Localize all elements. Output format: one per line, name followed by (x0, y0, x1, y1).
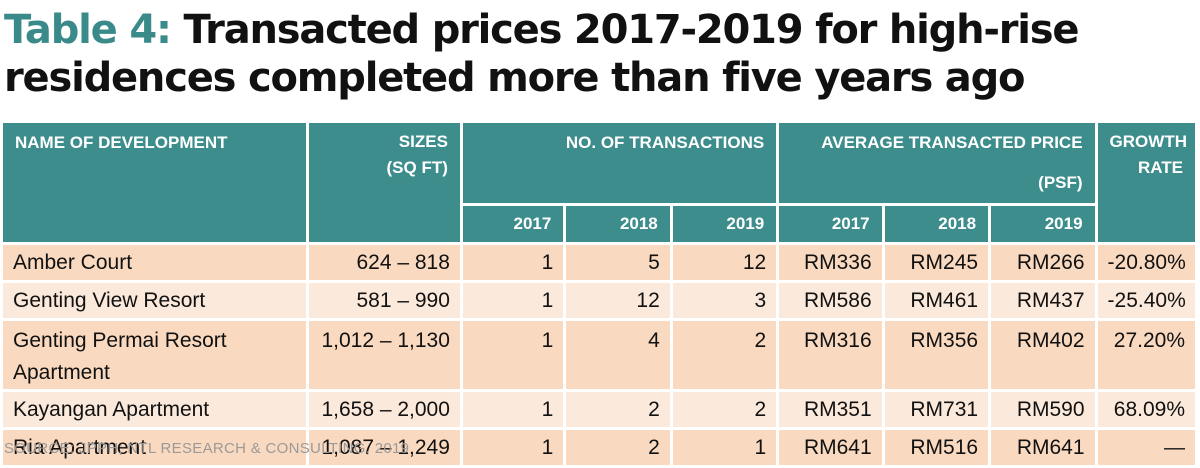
header-transactions-2017: 2017 (462, 206, 564, 242)
transactions-2019-cell: 1 (672, 430, 777, 465)
transactions-2017-cell: 1 (462, 430, 564, 465)
price-2019-cell: RM402 (991, 321, 1095, 389)
header-avg-price: AVERAGE TRANSACTED PRICE (PSF) (779, 123, 1095, 203)
development-name: Genting View Resort (3, 283, 307, 318)
price-2017-cell: RM641 (779, 430, 882, 465)
price-2019-cell: RM590 (991, 392, 1095, 427)
development-name: Amber Court (3, 245, 307, 280)
header-growth-line1: GROWTH (1109, 132, 1187, 151)
development-name: Ria Apartment (3, 430, 307, 465)
table-row: Amber Court 624 – 818 1 5 12 RM336 RM245… (3, 245, 1195, 280)
price-2017-cell: RM586 (779, 283, 882, 318)
transactions-2017-cell: 1 (462, 245, 564, 280)
header-growth-line2: RATE (1137, 158, 1183, 177)
header-price-2017: 2017 (779, 206, 882, 242)
source-note: SOURCE: JPPH; NTL RESEARCH & CONSULTING,… (4, 440, 410, 457)
header-transactions-2018: 2018 (566, 206, 670, 242)
title-line-1: Transacted prices 2017-2019 for high-ris… (183, 7, 1079, 53)
transactions-2017-cell: 1 (462, 392, 564, 427)
price-2018-cell: RM245 (884, 245, 989, 280)
growth-cell: -25.40% (1097, 283, 1195, 318)
transactions-2019-cell: 2 (672, 392, 777, 427)
transactions-2019-cell: 12 (672, 245, 777, 280)
transactions-2019-cell: 3 (672, 283, 777, 318)
price-2017-cell: RM351 (779, 392, 882, 427)
price-2019-cell: RM266 (991, 245, 1095, 280)
growth-cell: 68.09% (1097, 392, 1195, 427)
sizes-cell: 581 – 990 (309, 283, 460, 318)
price-2019-cell: RM437 (991, 283, 1095, 318)
header-sizes-line2: (SQ FT) (386, 158, 448, 177)
sizes-cell: 1,658 – 2,000 (309, 392, 460, 427)
transactions-2019-cell: 2 (672, 321, 777, 389)
transactions-2018-cell: 5 (566, 245, 670, 280)
price-2018-cell: RM461 (884, 283, 989, 318)
sizes-cell: 1,012 – 1,130 (309, 321, 460, 389)
header-transactions-2019: 2019 (672, 206, 777, 242)
header-transactions: NO. OF TRANSACTIONS (462, 123, 777, 203)
transactions-2018-cell: 2 (566, 430, 670, 465)
price-2019-cell: RM641 (991, 430, 1095, 465)
sizes-cell: 624 – 818 (309, 245, 460, 280)
growth-cell: -20.80% (1097, 245, 1195, 280)
table-row: Genting Permai Resort Apartment 1,012 – … (3, 321, 1195, 389)
price-2017-cell: RM336 (779, 245, 882, 280)
header-sizes-line1: SIZES (398, 132, 448, 151)
transactions-table: NAME OF DEVELOPMENT SIZES (SQ FT) NO. OF… (0, 120, 1198, 468)
sizes-cell: 1,087 – 1,249 (309, 430, 460, 465)
transactions-2018-cell: 4 (566, 321, 670, 389)
transactions-2018-cell: 2 (566, 392, 670, 427)
header-price-2018: 2018 (884, 206, 989, 242)
price-2017-cell: RM316 (779, 321, 882, 389)
price-2018-cell: RM731 (884, 392, 989, 427)
header-growth: GROWTH RATE (1097, 123, 1195, 242)
development-name: Genting Permai Resort Apartment (3, 321, 307, 389)
price-2018-cell: RM516 (884, 430, 989, 465)
transactions-2018-cell: 12 (566, 283, 670, 318)
header-sizes: SIZES (SQ FT) (309, 123, 460, 242)
header-name: NAME OF DEVELOPMENT (3, 123, 307, 242)
growth-cell: 27.20% (1097, 321, 1195, 389)
price-2018-cell: RM356 (884, 321, 989, 389)
table-title: Table 4: Transacted prices 2017-2019 for… (4, 6, 1194, 102)
header-price-2019: 2019 (991, 206, 1095, 242)
growth-cell: — (1097, 430, 1195, 465)
table-row: Kayangan Apartment 1,658 – 2,000 1 2 2 R… (3, 392, 1195, 427)
table-row: Genting View Resort 581 – 990 1 12 3 RM5… (3, 283, 1195, 318)
transactions-2017-cell: 1 (462, 283, 564, 318)
transactions-2017-cell: 1 (462, 321, 564, 389)
table-row: Ria Apartment 1,087 – 1,249 1 2 1 RM641 … (3, 430, 1195, 465)
development-name: Kayangan Apartment (3, 392, 307, 427)
title-line-2: residences completed more than five year… (4, 55, 1025, 101)
table-label: Table 4: (4, 7, 172, 53)
